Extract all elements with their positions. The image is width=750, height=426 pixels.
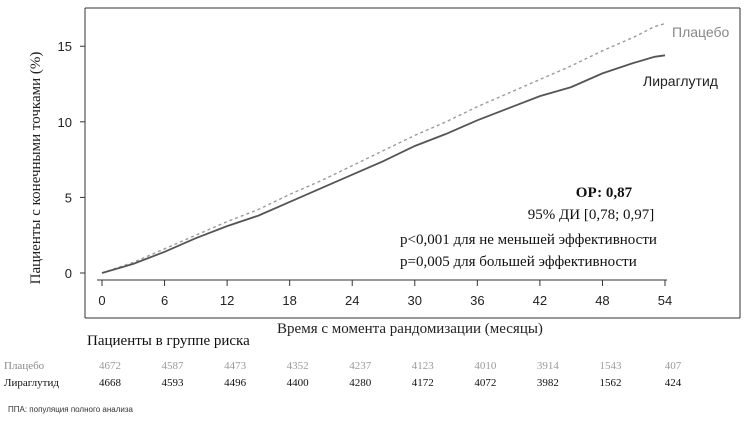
risk-table-values: 4672 4587 4473 4352 4237 4123 4010 3914 1543 407 4… xyxy=(99,360,682,389)
risk-table-title: Пациенты в группе риска xyxy=(87,333,250,349)
y-axis-title: Пациенты с конечными точками (%) xyxy=(28,52,44,285)
series-label-liraglutide: Лираглутид xyxy=(643,73,718,89)
y-tick-label: 15 xyxy=(58,39,72,54)
risk-cell: 3982 xyxy=(537,377,559,389)
risk-cell: 4237 xyxy=(349,360,372,372)
x-tick-label: 6 xyxy=(161,293,168,308)
series-line-placebo xyxy=(101,22,666,274)
risk-cell: 4672 xyxy=(99,360,121,372)
x-tick-label: 42 xyxy=(533,293,547,308)
y-tick-label: 5 xyxy=(65,190,72,205)
risk-cell: 3914 xyxy=(537,360,560,372)
hr-annotation: ОР: 0,87 xyxy=(576,185,633,201)
series-label-placebo: Плацебо xyxy=(672,24,730,40)
risk-cell: 4587 xyxy=(162,360,185,372)
y-tick-label: 0 xyxy=(65,266,72,281)
series-lines xyxy=(101,22,666,274)
risk-cell: 4400 xyxy=(287,377,310,389)
risk-cell: 4496 xyxy=(224,377,247,389)
risk-cell: 4593 xyxy=(162,377,185,389)
p-superiority-annotation: p=0,005 для большей эффективности xyxy=(400,254,637,270)
risk-cell: 4010 xyxy=(474,360,497,372)
footnote: ППА: популяция полного анализа xyxy=(8,405,134,414)
ci-annotation: 95% ДИ [0,78; 0,97] xyxy=(528,207,654,223)
x-tick-label: 12 xyxy=(220,293,234,308)
risk-cell: 4668 xyxy=(99,377,122,389)
x-tick-label: 30 xyxy=(408,293,422,308)
risk-cell: 4072 xyxy=(474,377,496,389)
x-tick-label: 0 xyxy=(98,293,105,308)
risk-cell: 424 xyxy=(665,377,682,389)
risk-row-label-placebo: Плацебо xyxy=(4,360,45,372)
risk-row-label-liraglutide: Лираглутид xyxy=(4,377,59,389)
risk-cell: 4172 xyxy=(412,377,434,389)
y-tick-label: 10 xyxy=(58,115,72,130)
risk-cell: 4123 xyxy=(412,360,435,372)
x-tick-label: 18 xyxy=(282,293,296,308)
risk-cell: 407 xyxy=(665,360,682,372)
risk-cell: 4280 xyxy=(349,377,372,389)
risk-cell: 4473 xyxy=(224,360,247,372)
p-noninferiority-annotation: p<0,001 для не меньшей эффективности xyxy=(400,232,657,248)
risk-cell: 1543 xyxy=(599,360,622,372)
x-tick-label: 54 xyxy=(658,293,672,308)
x-tick-label: 36 xyxy=(470,293,484,308)
risk-cell: 1562 xyxy=(599,377,621,389)
x-axis-title: Время с момента рандомизации (месяцы) xyxy=(277,321,543,337)
x-tick-label: 24 xyxy=(345,293,359,308)
x-axis-ticks: 0 6 12 18 24 30 36 42 48 54 xyxy=(97,279,672,308)
y-axis-ticks: 0 5 10 15 xyxy=(58,39,85,281)
x-tick-label: 48 xyxy=(595,293,609,308)
risk-cell: 4352 xyxy=(287,360,309,372)
series-line-liraglutide xyxy=(101,54,666,274)
